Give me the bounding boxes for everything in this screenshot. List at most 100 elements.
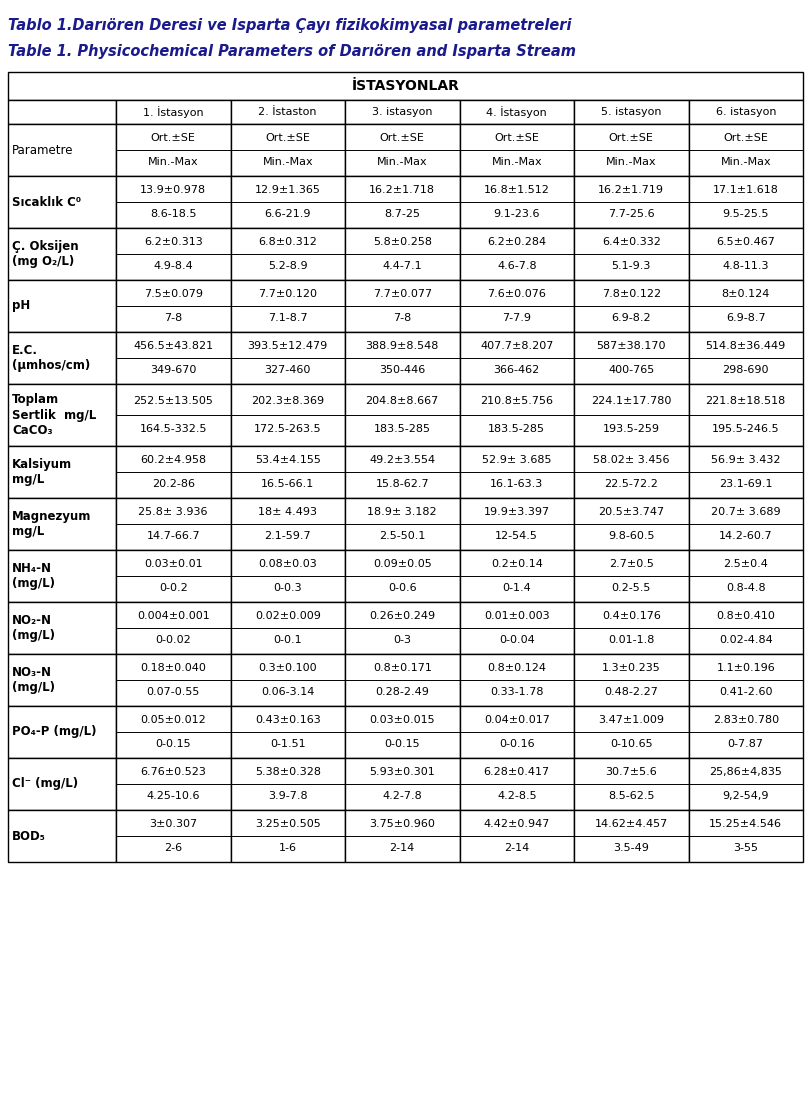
Text: 204.8±8.667: 204.8±8.667 (366, 395, 439, 405)
Text: 17.1±1.618: 17.1±1.618 (713, 185, 779, 195)
Bar (116, 498, 230, 550)
Text: 6.28±0.417: 6.28±0.417 (483, 767, 550, 777)
Text: 7-7.9: 7-7.9 (502, 313, 531, 323)
Text: E.C.
(μmhos/cm): E.C. (μmhos/cm) (12, 344, 90, 372)
Text: 0.28-2.49: 0.28-2.49 (375, 687, 429, 697)
Text: Sıcaklık C⁰: Sıcaklık C⁰ (12, 195, 81, 209)
Text: 16.8±1.512: 16.8±1.512 (484, 185, 550, 195)
Bar (460, 602, 574, 653)
Text: 587±38.170: 587±38.170 (597, 341, 666, 351)
Bar (8, 498, 116, 550)
Text: 0-1.51: 0-1.51 (270, 739, 306, 750)
Text: 0.8-4.8: 0.8-4.8 (726, 583, 766, 593)
Text: 298-690: 298-690 (723, 365, 769, 375)
Text: 6. istasyon: 6. istasyon (715, 107, 776, 117)
Bar (460, 280, 574, 332)
Bar (8, 550, 116, 602)
Bar (460, 384, 574, 446)
Bar (116, 384, 230, 446)
Text: 0.01-1.8: 0.01-1.8 (608, 634, 654, 645)
Text: Min.-Max: Min.-Max (377, 157, 427, 166)
Text: 6.2±0.313: 6.2±0.313 (144, 237, 203, 247)
Text: 0.07-0.55: 0.07-0.55 (147, 687, 200, 697)
Bar (116, 176, 230, 228)
Text: 9,2-54,9: 9,2-54,9 (723, 791, 769, 801)
Bar (230, 602, 345, 653)
Bar (689, 101, 803, 124)
Bar (574, 706, 689, 758)
Bar (116, 101, 230, 124)
Text: 5.93±0.301: 5.93±0.301 (369, 767, 436, 777)
Text: 0.33-1.78: 0.33-1.78 (490, 687, 543, 697)
Bar (116, 228, 230, 280)
Bar (230, 384, 345, 446)
Text: Kalsiyum
mg/L: Kalsiyum mg/L (12, 458, 72, 486)
Text: 514.8±36.449: 514.8±36.449 (706, 341, 786, 351)
Text: 0.04±0.017: 0.04±0.017 (484, 715, 550, 725)
Text: İSTASYONLAR: İSTASYONLAR (351, 79, 460, 93)
Text: 0.3±0.100: 0.3±0.100 (259, 663, 317, 674)
Text: 4. İstasyon: 4. İstasyon (487, 106, 547, 118)
Text: 2-6: 2-6 (164, 843, 182, 853)
Bar (574, 101, 689, 124)
Text: 388.9±8.548: 388.9±8.548 (366, 341, 439, 351)
Bar (8, 71, 803, 101)
Bar (689, 124, 803, 176)
Text: 172.5-263.5: 172.5-263.5 (254, 424, 322, 435)
Bar (345, 810, 460, 862)
Bar (8, 280, 116, 332)
Text: 0-0.04: 0-0.04 (499, 634, 534, 645)
Bar (345, 446, 460, 498)
Text: 6.9-8.2: 6.9-8.2 (611, 313, 651, 323)
Text: 0.05±0.012: 0.05±0.012 (140, 715, 206, 725)
Text: 0-10.65: 0-10.65 (610, 739, 653, 750)
Text: 14.62±4.457: 14.62±4.457 (594, 819, 668, 829)
Text: 0.26±0.249: 0.26±0.249 (369, 611, 436, 621)
Text: 6.8±0.312: 6.8±0.312 (259, 237, 317, 247)
Text: 8.7-25: 8.7-25 (384, 209, 420, 219)
Text: 0.48-2.27: 0.48-2.27 (604, 687, 659, 697)
Text: 2-14: 2-14 (389, 843, 415, 853)
Text: 4.2-7.8: 4.2-7.8 (382, 791, 422, 801)
Text: 252.5±13.505: 252.5±13.505 (133, 395, 213, 405)
Text: 12-54.5: 12-54.5 (496, 531, 539, 541)
Bar (230, 176, 345, 228)
Bar (8, 176, 116, 228)
Text: 0-0.16: 0-0.16 (499, 739, 534, 750)
Bar (345, 758, 460, 810)
Text: 7.8±0.122: 7.8±0.122 (602, 289, 661, 299)
Bar (8, 332, 116, 384)
Bar (345, 332, 460, 384)
Text: 0.8±0.171: 0.8±0.171 (373, 663, 431, 674)
Bar (574, 446, 689, 498)
Bar (8, 446, 116, 498)
Text: 0.02±0.009: 0.02±0.009 (255, 611, 320, 621)
Bar (689, 446, 803, 498)
Text: 6.2±0.284: 6.2±0.284 (487, 237, 547, 247)
Text: 349-670: 349-670 (150, 365, 196, 375)
Bar (8, 810, 116, 862)
Bar (230, 280, 345, 332)
Text: 25,86±4,835: 25,86±4,835 (710, 767, 782, 777)
Text: 393.5±12.479: 393.5±12.479 (247, 341, 328, 351)
Bar (8, 384, 116, 446)
Text: 0.01±0.003: 0.01±0.003 (484, 611, 550, 621)
Text: Magnezyum
mg/L: Magnezyum mg/L (12, 510, 92, 538)
Text: 0.08±0.03: 0.08±0.03 (259, 558, 317, 569)
Bar (689, 280, 803, 332)
Text: 1.1±0.196: 1.1±0.196 (716, 663, 775, 674)
Text: pH: pH (12, 299, 30, 313)
Bar (8, 706, 116, 758)
Bar (574, 758, 689, 810)
Bar (345, 124, 460, 176)
Text: 13.9±0.978: 13.9±0.978 (140, 185, 206, 195)
Bar (230, 706, 345, 758)
Bar (689, 332, 803, 384)
Text: 2.5±0.4: 2.5±0.4 (723, 558, 768, 569)
Text: 18± 4.493: 18± 4.493 (258, 507, 317, 517)
Text: 4.42±0.947: 4.42±0.947 (483, 819, 550, 829)
Bar (8, 228, 116, 280)
Bar (345, 498, 460, 550)
Text: 7-8: 7-8 (164, 313, 182, 323)
Text: 8±0.124: 8±0.124 (722, 289, 770, 299)
